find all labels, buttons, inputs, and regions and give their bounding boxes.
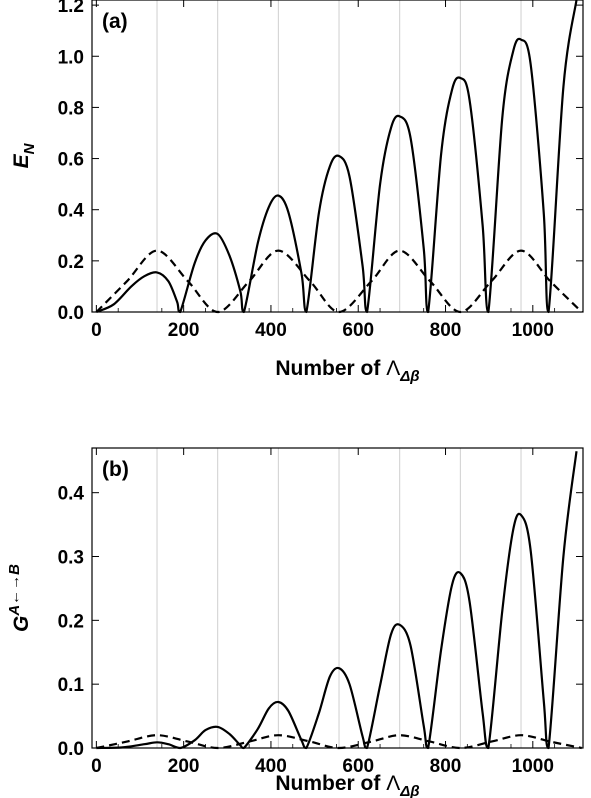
x-tick-label: 600	[342, 320, 374, 341]
x-tick-label: 1000	[512, 320, 554, 341]
y-tick-label: 0.8	[58, 98, 84, 119]
y-tick-label: 0.4	[58, 484, 85, 505]
x-tick-label: 0	[91, 320, 102, 341]
solid-series-line	[96, 451, 578, 750]
panel-label: (b)	[102, 458, 129, 481]
y-tick-label: 1.2	[58, 0, 84, 17]
y-tick-label: 1.0	[58, 47, 84, 68]
panel-b: 0 200 400 600 800 1000 0.0 0.1 0.2 0.3 0.4 (b) Numbe…	[6, 447, 584, 798]
panel-a: 0 200 400 600 800 1000 0.0 0.2 0.4 0.6 0.8 1.0 1.2 (a…	[10, 0, 584, 385]
y-tick-label: 0.1	[58, 675, 85, 696]
x-tick-label: 800	[430, 320, 462, 341]
y-tick-label: 0.6	[58, 150, 84, 171]
panel-label: (a)	[102, 10, 128, 33]
x-tick-label: 400	[255, 320, 287, 341]
x-tick-label: 200	[168, 756, 200, 777]
y-tick-label: 0.4	[58, 201, 85, 222]
x-tick-label: 1000	[512, 756, 554, 777]
y-tick-label: 0.2	[58, 611, 84, 632]
y-axis-title: GA←→B	[6, 564, 33, 632]
x-tick-label: 600	[342, 756, 374, 777]
x-tick-label: 800	[430, 756, 462, 777]
y-axis-title: EN	[10, 142, 38, 168]
y-tick-label: 0.2	[58, 252, 84, 273]
dashed-series-line	[95, 249, 583, 314]
dashed-series-line	[96, 734, 582, 750]
x-tick-label: 0	[91, 756, 102, 777]
y-tick-label: 0.0	[58, 303, 84, 324]
y-tick-label: 0.3	[58, 548, 84, 569]
x-axis-title: Number of ΛΔβ	[275, 772, 419, 798]
x-tick-label: 400	[255, 756, 287, 777]
plot-frame	[91, 0, 584, 313]
plot-frame	[91, 447, 584, 749]
y-tick-label: 0.0	[58, 739, 84, 760]
x-axis-title: Number of ΛΔβ	[275, 357, 419, 385]
x-tick-label: 200	[168, 320, 200, 341]
solid-series-line	[95, 0, 578, 314]
